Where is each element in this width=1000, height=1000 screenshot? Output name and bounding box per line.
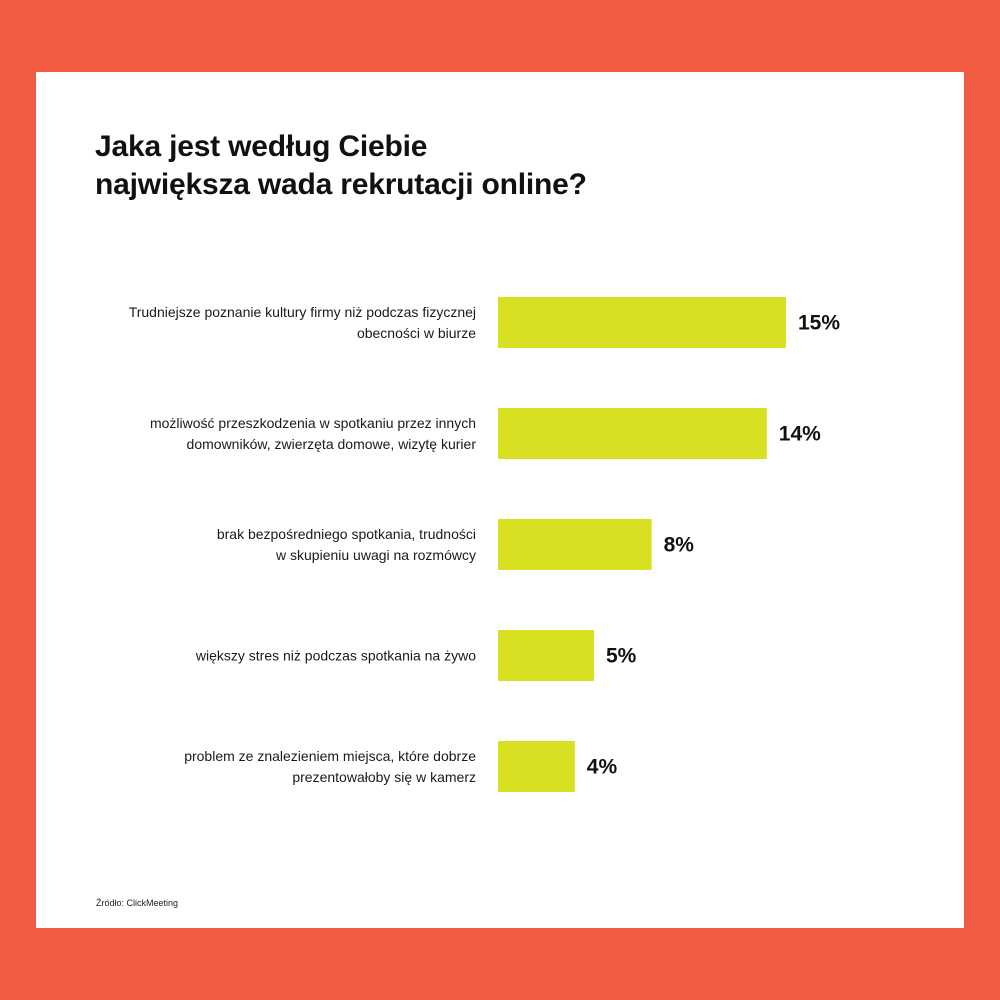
chart-title-line-2: największa wada rekrutacji online? [95, 168, 587, 201]
category-label-5-line-1: problem ze znalezieniem miejsca, które d… [184, 748, 476, 764]
category-label-3: brak bezpośredniego spotkania, trudności… [217, 526, 476, 563]
value-label-2: 14% [779, 423, 821, 446]
category-label-5: problem ze znalezieniem miejsca, które d… [184, 748, 476, 785]
category-label-3-line-1: brak bezpośredniego spotkania, trudności [217, 526, 476, 542]
category-label-3-line-2: w skupieniu uwagi na rozmówcy [275, 547, 476, 563]
category-label-2-line-1: możliwość przeszkodzenia w spotkaniu prz… [150, 415, 476, 431]
bar-2 [498, 408, 767, 459]
source-note: Źródło: ClickMeeting [96, 898, 179, 908]
bar-4 [498, 630, 594, 681]
value-label-4: 5% [606, 645, 637, 668]
chart-card: Jaka jest według Ciebie największa wada … [36, 72, 964, 928]
chart-title-line-1: Jaka jest według Ciebie [95, 130, 428, 163]
value-label-1: 15% [798, 312, 840, 335]
category-label-4: większy stres niż podczas spotkania na ż… [195, 648, 476, 664]
bar-chart: 15% Trudniejsze poznanie kultury firmy ni… [129, 297, 840, 792]
category-label-4-line-1: większy stres niż podczas spotkania na ż… [195, 648, 476, 664]
category-label-1: Trudniejsze poznanie kultury firmy niż p… [129, 304, 477, 341]
value-label-3: 8% [664, 534, 695, 557]
category-label-2-line-2: domowników, zwierzęta domowe, wizytę kur… [187, 436, 477, 452]
category-label-1-line-1: Trudniejsze poznanie kultury firmy niż p… [129, 304, 476, 320]
category-label-2: możliwość przeszkodzenia w spotkaniu prz… [150, 415, 476, 452]
category-label-1-line-2: obecności w biurze [357, 325, 476, 341]
chart-title: Jaka jest według Ciebie największa wada … [95, 128, 587, 204]
category-label-5-line-2: prezentowałoby się w kamerz [292, 769, 476, 785]
value-label-5: 4% [587, 756, 618, 779]
bar-5 [498, 741, 575, 792]
bar-1 [498, 297, 786, 348]
bar-3 [498, 519, 652, 570]
